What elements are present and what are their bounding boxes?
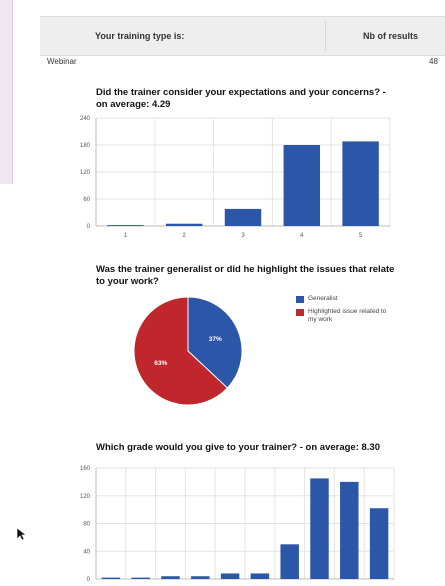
legend-item-generalist: Generalist xyxy=(296,295,393,303)
chart1-bar-1 xyxy=(107,225,144,226)
chart1-ytick-label: 120 xyxy=(80,170,91,176)
pie-slice-highlighted xyxy=(133,296,229,406)
chart1-ytick-label: 240 xyxy=(80,116,91,122)
chart3-bar-6 xyxy=(250,573,270,579)
chart1-bar-5 xyxy=(342,141,379,226)
header-nb-results: Nb of results xyxy=(363,31,419,41)
row-nb-results: 48 xyxy=(429,57,438,66)
sidebar-strip xyxy=(0,0,13,184)
row-training-type: Webinar xyxy=(47,57,77,66)
chart3-ytick-label: 40 xyxy=(83,549,90,555)
chart1-xtick-label: 2 xyxy=(183,233,187,239)
pie-label-generalist: 37% xyxy=(209,336,222,343)
chart3-bar-4 xyxy=(191,576,210,579)
chart3-ytick-label: 120 xyxy=(80,494,91,500)
header-training-type: Your training type is: xyxy=(95,31,185,41)
chart3-bar-7 xyxy=(280,544,299,579)
chart3-bar-5 xyxy=(220,573,240,579)
chart1-ytick-label: 180 xyxy=(80,143,91,149)
chart3-title: Which grade would you give to your train… xyxy=(96,442,380,453)
chart3-ytick-label: 160 xyxy=(80,466,91,472)
pie-slice-generalist xyxy=(187,296,243,389)
chart3-bar-9 xyxy=(340,481,359,579)
chart3-ytick-label: 80 xyxy=(83,522,90,528)
chart1-xtick-label: 4 xyxy=(300,233,304,239)
pie-legend: Generalist Highlighted issue related to … xyxy=(296,295,393,329)
results-table-header: Your training type is: Nb of results xyxy=(40,16,445,56)
chart1-xtick-label: 5 xyxy=(359,233,363,239)
legend-label-generalist: Generalist xyxy=(308,295,338,302)
chart3-ytick-label: 0 xyxy=(87,577,91,583)
header-divider xyxy=(325,21,326,51)
chart1-ytick-label: 0 xyxy=(87,224,91,230)
pie-label-highlighted: 63% xyxy=(154,360,167,367)
chart3-bar-8 xyxy=(310,478,329,579)
chart3-bar-10 xyxy=(369,508,389,579)
legend-swatch-red xyxy=(296,309,304,316)
chart1-xtick-label: 1 xyxy=(124,233,128,239)
chart1-ytick-label: 60 xyxy=(83,197,90,203)
legend-swatch-blue xyxy=(296,296,304,303)
legend-item-highlighted: Highlighted issue related to my work xyxy=(296,308,393,324)
chart3-bar-1 xyxy=(101,577,121,579)
mouse-pointer-icon xyxy=(16,527,26,541)
chart1-bar-4 xyxy=(283,145,321,226)
chart2-title: Was the trainer generalist or did he hig… xyxy=(96,264,395,287)
chart3-bar-3 xyxy=(161,576,180,579)
chart1-bar-2 xyxy=(165,223,203,226)
chart1-xtick-label: 3 xyxy=(241,233,245,239)
chart3-bar-2 xyxy=(131,577,150,579)
chart1-title: Did the trainer consider your expectatio… xyxy=(96,87,386,110)
legend-label-highlighted: Highlighted issue related to my work xyxy=(308,308,387,323)
chart1-bar-3 xyxy=(224,208,262,226)
